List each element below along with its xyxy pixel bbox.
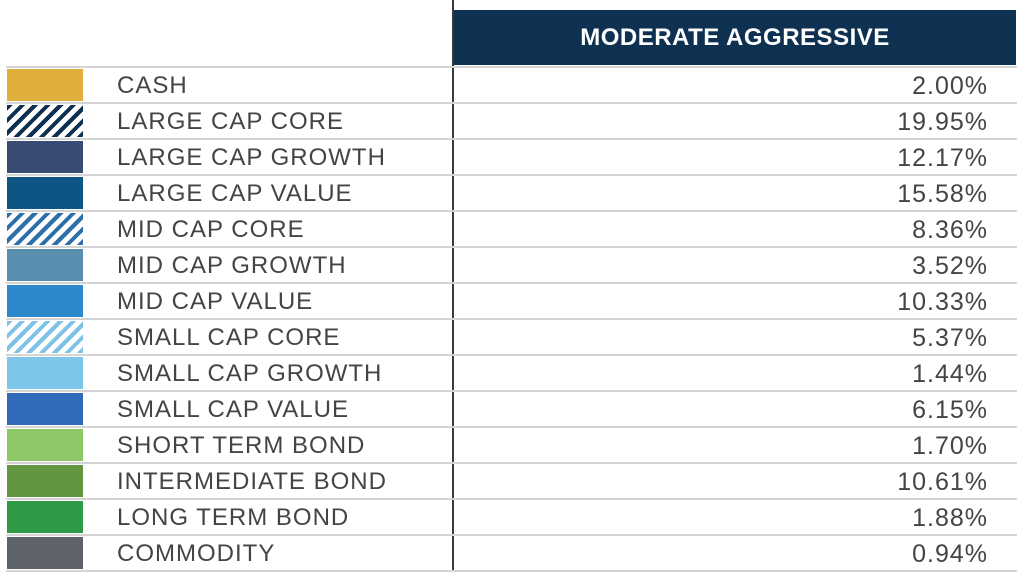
legend-swatch <box>7 321 83 353</box>
table-row: MID CAP GROWTH 3.52% <box>6 246 1017 282</box>
column-divider <box>452 0 454 570</box>
legend-swatch <box>7 105 83 137</box>
row-label: LARGE CAP GROWTH <box>117 144 386 171</box>
table-row: CASH 2.00% <box>6 66 1017 102</box>
table-row: MID CAP CORE 8.36% <box>6 210 1017 246</box>
legend-swatch <box>7 429 83 461</box>
legend-swatch <box>7 393 83 425</box>
row-label: MID CAP VALUE <box>117 288 314 315</box>
table-row: LARGE CAP VALUE 15.58% <box>6 174 1017 210</box>
table-row: SMALL CAP VALUE 6.15% <box>6 390 1017 426</box>
table-row: MID CAP VALUE 10.33% <box>6 282 1017 318</box>
legend-swatch <box>7 357 83 389</box>
table-row: COMMODITY 0.94% <box>6 534 1017 572</box>
row-value: 19.95% <box>897 108 988 136</box>
legend-swatch <box>7 285 83 317</box>
legend-swatch <box>7 501 83 533</box>
row-label: SMALL CAP VALUE <box>117 396 349 423</box>
table-row: LONG TERM BOND 1.88% <box>6 498 1017 534</box>
row-value: 10.61% <box>897 468 988 496</box>
table-row: LARGE CAP CORE 19.95% <box>6 102 1017 138</box>
row-label: COMMODITY <box>117 540 276 567</box>
row-value: 3.52% <box>912 252 988 280</box>
row-value: 6.15% <box>912 396 988 424</box>
row-label: CASH <box>117 72 188 99</box>
row-label: SMALL CAP GROWTH <box>117 360 383 387</box>
row-value: 10.33% <box>897 288 988 316</box>
allocation-table: CASH 2.00% LARGE CAP CORE 19.95% LARGE CAP G… <box>6 66 1017 572</box>
row-value: 15.58% <box>897 180 988 208</box>
row-value: 5.37% <box>912 324 988 352</box>
row-label: LARGE CAP VALUE <box>117 180 353 207</box>
legend-swatch <box>7 537 83 569</box>
legend-swatch <box>7 249 83 281</box>
row-value: 2.00% <box>912 72 988 100</box>
row-label: SMALL CAP CORE <box>117 324 341 351</box>
column-header: MODERATE AGGRESSIVE <box>454 10 1016 65</box>
legend-swatch <box>7 141 83 173</box>
row-value: 1.88% <box>912 504 988 532</box>
legend-swatch <box>7 213 83 245</box>
row-label: SHORT TERM BOND <box>117 432 366 459</box>
table-row: SMALL CAP CORE 5.37% <box>6 318 1017 354</box>
table-row: LARGE CAP GROWTH 12.17% <box>6 138 1017 174</box>
row-value: 12.17% <box>897 144 988 172</box>
table-row: SMALL CAP GROWTH 1.44% <box>6 354 1017 390</box>
row-value: 1.44% <box>912 360 988 388</box>
row-label: LARGE CAP CORE <box>117 108 344 135</box>
row-label: MID CAP CORE <box>117 216 305 243</box>
row-label: INTERMEDIATE BOND <box>117 468 387 495</box>
row-value: 8.36% <box>912 216 988 244</box>
row-label: MID CAP GROWTH <box>117 252 347 279</box>
table-row: SHORT TERM BOND 1.70% <box>6 426 1017 462</box>
legend-swatch <box>7 177 83 209</box>
legend-swatch <box>7 69 83 101</box>
legend-swatch <box>7 465 83 497</box>
table-row: INTERMEDIATE BOND 10.61% <box>6 462 1017 498</box>
row-value: 0.94% <box>912 540 988 568</box>
row-label: LONG TERM BOND <box>117 504 350 531</box>
row-value: 1.70% <box>912 432 988 460</box>
